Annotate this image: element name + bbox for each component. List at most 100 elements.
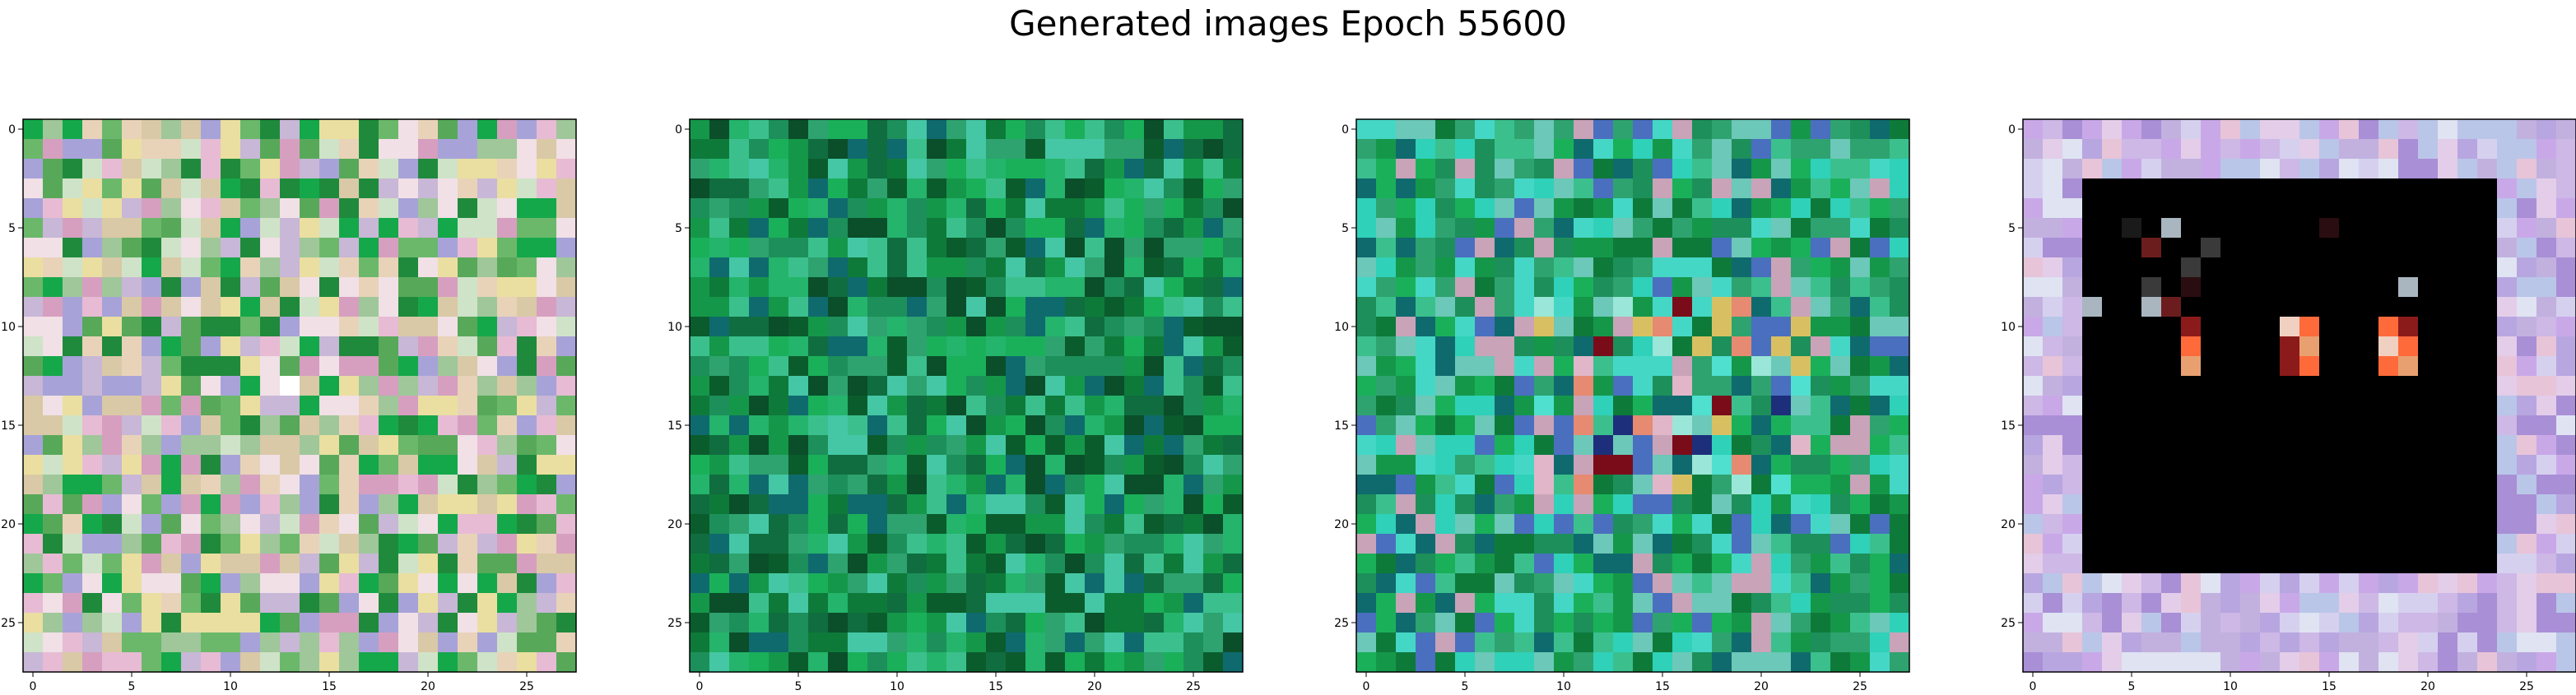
pixel xyxy=(221,376,241,396)
pixel xyxy=(497,317,518,337)
pixel xyxy=(2457,257,2478,278)
pixel xyxy=(1791,534,1811,554)
pixel xyxy=(280,494,300,515)
pixel xyxy=(1435,317,1456,337)
pixel xyxy=(1144,218,1165,239)
pixel xyxy=(1144,317,1165,337)
pixel xyxy=(2438,218,2458,239)
pixel xyxy=(1672,238,1693,258)
pixel-grid xyxy=(2023,119,2576,673)
pixel xyxy=(43,297,63,317)
pixel xyxy=(2181,613,2202,633)
pixel xyxy=(2339,415,2360,436)
pixel xyxy=(769,593,789,614)
pixel xyxy=(1534,593,1555,614)
pixel xyxy=(2161,613,2182,633)
pixel xyxy=(2280,514,2300,535)
pixel xyxy=(43,139,63,160)
pixel xyxy=(1223,178,1244,199)
pixel xyxy=(1811,297,1831,317)
pixel xyxy=(1085,396,1105,416)
pixel xyxy=(1356,514,1377,535)
pixel xyxy=(240,336,261,357)
pixel xyxy=(201,139,221,160)
pixel xyxy=(1475,376,1495,396)
pixel xyxy=(300,356,320,377)
pixel xyxy=(458,336,478,357)
pixel xyxy=(1554,277,1574,298)
pixel xyxy=(280,376,300,396)
pixel xyxy=(319,238,340,258)
pixel xyxy=(1534,573,1555,594)
pixel xyxy=(1455,376,1476,396)
pixel xyxy=(2339,178,2360,199)
pixel xyxy=(517,435,537,456)
pixel xyxy=(1672,139,1693,160)
pixel xyxy=(848,534,868,554)
pixel xyxy=(1223,652,1244,673)
pixel xyxy=(2477,159,2498,179)
pixel xyxy=(1144,475,1165,495)
pixel xyxy=(2141,336,2162,357)
pixel xyxy=(749,554,770,574)
pixel xyxy=(1025,514,1046,535)
pixel xyxy=(2378,317,2399,337)
pixel xyxy=(418,257,439,278)
pixel xyxy=(517,119,537,140)
pixel xyxy=(1672,198,1693,219)
pixel xyxy=(867,534,888,554)
pixel xyxy=(1653,356,1673,377)
pixel xyxy=(1890,632,1910,653)
pixel xyxy=(1633,632,1653,653)
pixel xyxy=(966,119,987,140)
pixel xyxy=(2497,336,2518,357)
pixel xyxy=(556,356,577,377)
pixel xyxy=(537,613,557,633)
pixel xyxy=(1514,159,1535,179)
pixel xyxy=(477,376,498,396)
pixel xyxy=(1653,238,1673,258)
pixel xyxy=(2260,475,2281,495)
pixel xyxy=(82,573,103,594)
pixel xyxy=(1830,573,1851,594)
pixel xyxy=(379,652,399,673)
pixel xyxy=(2201,415,2221,436)
pixel xyxy=(1514,376,1535,396)
pixel xyxy=(1593,435,1614,456)
pixel xyxy=(2023,435,2044,456)
pixel xyxy=(221,514,241,535)
pixel xyxy=(1104,435,1125,456)
pixel xyxy=(339,554,360,574)
pixel xyxy=(1183,178,1204,199)
pixel xyxy=(1514,198,1535,219)
pixel xyxy=(1396,139,1416,160)
pixel xyxy=(23,178,44,199)
pixel xyxy=(1811,435,1831,456)
pixel xyxy=(1455,573,1476,594)
pixel xyxy=(2536,415,2557,436)
pixel xyxy=(63,297,83,317)
pixel xyxy=(1811,238,1831,258)
pixel xyxy=(1850,494,1871,515)
pixel xyxy=(1890,257,1910,278)
pixel xyxy=(1085,317,1105,337)
pixel xyxy=(1396,435,1416,456)
pixel xyxy=(2477,554,2498,574)
pixel xyxy=(749,573,770,594)
pixel xyxy=(201,178,221,199)
pixel xyxy=(2240,159,2261,179)
pixel xyxy=(2043,593,2063,614)
pixel xyxy=(2517,632,2537,653)
pixel xyxy=(690,573,710,594)
pixel xyxy=(1890,475,1910,495)
pixel xyxy=(181,238,202,258)
pixel xyxy=(1164,198,1184,219)
pixel xyxy=(82,257,103,278)
pixel xyxy=(280,317,300,337)
pixel xyxy=(2102,415,2123,436)
pixel xyxy=(927,554,947,574)
pixel xyxy=(2280,317,2300,337)
pixel xyxy=(986,514,1007,535)
pixel xyxy=(2536,514,2557,535)
